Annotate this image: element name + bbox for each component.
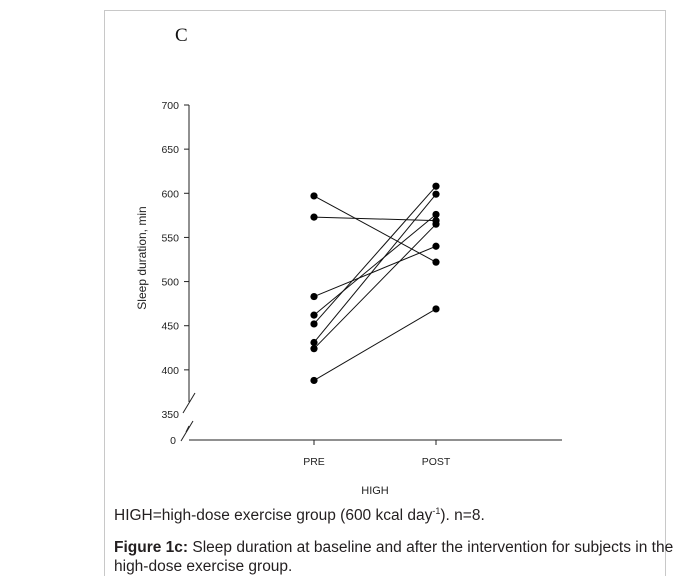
axis-break-mark <box>182 392 196 414</box>
y-tick-label: 500 <box>161 277 179 289</box>
data-point <box>432 210 440 219</box>
data-point <box>310 338 318 347</box>
note-text: HIGH=high-dose exercise group (600 kcal … <box>114 507 433 525</box>
panel-label: C <box>175 25 188 46</box>
data-point <box>310 311 318 319</box>
data-point <box>432 220 440 228</box>
x-axis-label: HIGH <box>361 485 389 497</box>
data-point <box>432 258 440 266</box>
data-point <box>310 192 318 200</box>
y-tick-label: 700 <box>161 100 179 112</box>
data-point <box>310 292 318 301</box>
data-point <box>432 305 440 313</box>
figure-note: HIGH=high-dose exercise group (600 kcal … <box>114 506 485 525</box>
y-axis-lower-segment <box>185 425 190 433</box>
note-superscript: -1 <box>432 506 441 516</box>
y-tick-label: 0 <box>170 435 176 447</box>
figure-caption: Figure 1c: Sleep duration at baseline an… <box>114 538 674 576</box>
data-point <box>310 345 318 353</box>
figure-frame <box>104 10 666 576</box>
y-tick-label: 350 <box>161 409 179 421</box>
subject-line <box>313 185 437 325</box>
caption-label: Figure 1c: <box>114 539 189 556</box>
data-point <box>432 190 440 198</box>
y-tick-label: 600 <box>161 188 179 200</box>
y-axis-label: Sleep duration, min <box>135 206 149 309</box>
y-tick-label: 650 <box>161 144 179 156</box>
y-tick-label: 450 <box>161 321 179 333</box>
data-point <box>432 242 440 250</box>
sleep-duration-chart: 700 650 600 550 500 450 400 350 0 PRE POST HIGH Slee… <box>135 100 562 497</box>
data-point <box>310 376 318 385</box>
y-tick-label: 550 <box>161 232 179 244</box>
subject-line <box>313 223 437 350</box>
data-point <box>310 320 318 328</box>
subject-line <box>313 195 437 263</box>
subject-line <box>313 216 437 222</box>
x-tick-label: POST <box>422 456 451 468</box>
note-tail: ). n=8. <box>440 507 485 525</box>
subject-line <box>313 193 437 343</box>
data-point <box>432 182 440 190</box>
subject-line <box>313 308 437 381</box>
subject-line <box>313 214 437 316</box>
data-point <box>310 213 318 221</box>
y-tick-label: 400 <box>161 365 179 377</box>
x-tick-label: PRE <box>303 456 325 468</box>
caption-text: Sleep duration at baseline and after the… <box>114 539 674 575</box>
subject-line <box>313 245 437 298</box>
